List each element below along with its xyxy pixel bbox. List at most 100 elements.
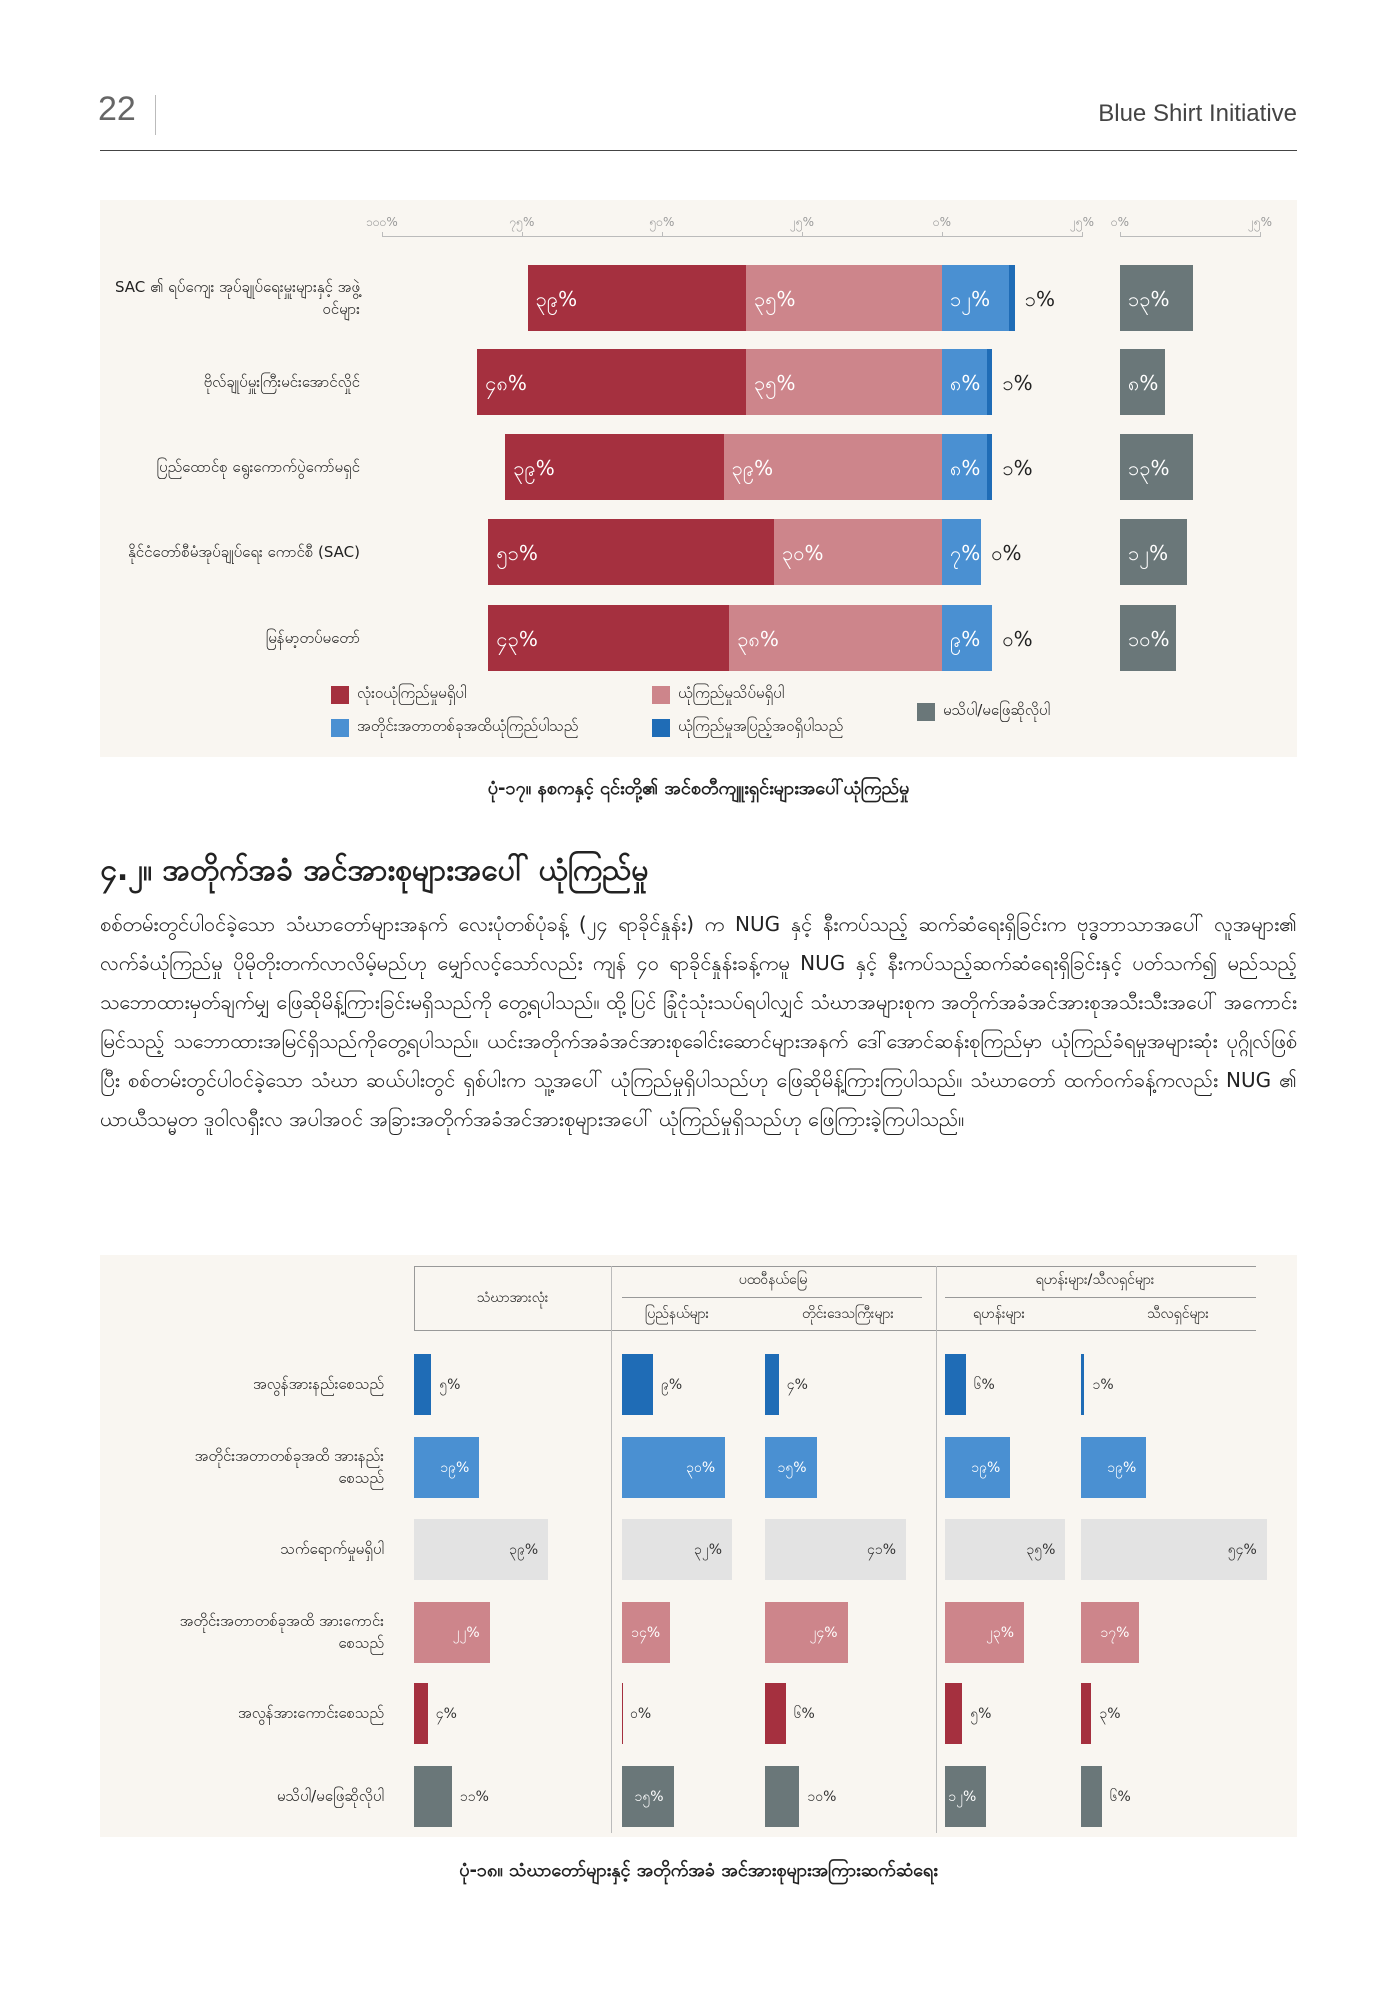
row-label: အလွန်အားကောင်းစေသည် [237,1704,384,1722]
value-label: ၅၁% [496,541,538,565]
header-rule [100,150,1297,151]
bar [414,1765,452,1827]
value-label: ၁၂% [948,1789,977,1805]
chart-1-caption: ပုံ-၁၇။ နစကနှင့် ၎င်းတို့၏ အင်စတီကျူးရှင… [487,778,910,799]
section-heading: ၄.၂။ အတိုက်အခံ အင်အားစုများအပေါ် ယုံကြည်… [100,853,649,888]
x2-tick-label: ၂၅% [1247,215,1273,229]
bar-segment [1120,265,1193,331]
bar [945,1353,966,1415]
axis-line [382,236,1082,237]
value-label: ၂၄% [809,1625,838,1641]
column-divider [611,1266,612,1833]
bar-segment [723,434,942,500]
value-label: ၁၅% [634,1789,664,1805]
bar [1081,1436,1147,1498]
row-label: မသိပါ/မဖြေဆိုလိုပါ [276,1787,384,1805]
bar-segment [729,605,942,671]
header-rule [945,1297,1256,1298]
value-label: ၃၉% [509,1542,539,1558]
bar [765,1518,907,1580]
tick-mark [662,232,663,237]
value-label: ၈% [950,456,981,480]
value-label: ၁၉% [971,1460,1001,1476]
value-label: ၆% [1109,1789,1131,1805]
row-label: အတိုင်းအတာတစ်ခုအထိ အားနည်းစေသည် [194,1447,384,1487]
paragraph: စစ်တမ်းတွင်ပါဝင်ခဲ့သော သံဃာတော်များအနက် … [100,912,1297,1131]
value-label: ၄၃% [496,627,538,651]
value-label: ၃၀% [686,1460,716,1476]
bar-segment [942,519,982,585]
value-label: ၄% [435,1706,457,1722]
bar [945,1765,987,1827]
value-label: ၃၅% [1026,1542,1056,1558]
value-label: ၅% [439,1377,461,1393]
bar [622,1682,623,1744]
legend-label: အတိုင်းအတာတစ်ခုအထိယုံကြည်ပါသည် [357,717,579,735]
bar-segment [505,434,724,500]
bar [622,1353,653,1415]
group-header: ပထဝီနယ်မြေ [738,1272,808,1288]
bar [622,1436,726,1498]
bar [414,1682,428,1744]
bar-segment [746,265,942,331]
x-tick-label: ၀% [932,215,952,229]
legend-swatch [331,686,349,704]
value-label: ၆% [793,1706,815,1722]
value-label: ၄၈% [485,371,527,395]
bar-segment [986,434,993,500]
value-label: ၁% [1002,371,1033,395]
publisher: Blue Shirt Initiative [1098,100,1297,127]
chart-2-caption: ပုံ-၁၈။ သံဃာတော်များနှင့် အတိုက်အခံ အင်အ… [459,1860,938,1881]
value-label: ၄၁% [866,1542,897,1558]
value-label: ၅၄% [1227,1542,1257,1558]
bar-segment [942,349,987,415]
value-label: ၃၅% [754,371,796,395]
value-label: ၃၉% [513,456,555,480]
bar [414,1436,480,1498]
bar-segment [1120,434,1193,500]
bar [765,1353,779,1415]
legend-swatch [652,719,670,737]
value-label: ၁၁% [459,1789,489,1805]
bar-segment [986,349,993,415]
value-label: ၃% [1099,1706,1121,1722]
bar [414,1353,432,1415]
column-divider [936,1266,937,1833]
value-label: ၃၈% [737,627,779,651]
legend-label: လုံးဝယုံကြည်မှုမရှိပါ [357,684,467,702]
value-label: ၁၂% [1128,541,1169,565]
value-label: ၃၂% [694,1542,723,1558]
value-label: ၃၅% [754,287,796,311]
column-divider [414,1266,415,1330]
value-label: ၉% [950,627,981,651]
bar [622,1765,674,1827]
bar [765,1765,800,1827]
column-header: သီလရှင်များ [1147,1306,1209,1322]
value-label: ၁၀% [1128,627,1170,651]
legend-label: မသိပါ/မဖြေဆိုလိုပါ [943,701,1051,719]
value-label: ၁% [1002,456,1033,480]
value-label: ၁၇% [1100,1625,1130,1641]
value-label: ၃၀% [782,541,824,565]
bar-segment [1120,519,1188,585]
value-label: ၁၀% [807,1789,837,1805]
value-label: ၈% [1128,371,1159,395]
tick-mark [1082,232,1083,237]
value-label: ၇% [950,541,981,565]
x2-tick-label: ၀% [1110,215,1130,229]
tick-mark [522,232,523,237]
bar-segment [774,519,942,585]
row-label: နိုင်ငံတော်စီမံအုပ်ချုပ်ရေး ကောင်စီ (SAC… [128,543,360,561]
column-header: သံဃာအားလုံး [476,1290,549,1306]
header-divider [155,95,156,135]
bar-segment [527,265,746,331]
x-tick-label: ၇၅% [509,215,535,229]
bar [945,1518,1066,1580]
column-header: ပြည်နယ်များ [644,1306,710,1322]
bar [1081,1765,1102,1827]
tick-mark [1260,232,1261,237]
bar-segment [942,265,1010,331]
bar [414,1518,549,1580]
bar-segment [746,349,942,415]
bar-segment [942,434,987,500]
